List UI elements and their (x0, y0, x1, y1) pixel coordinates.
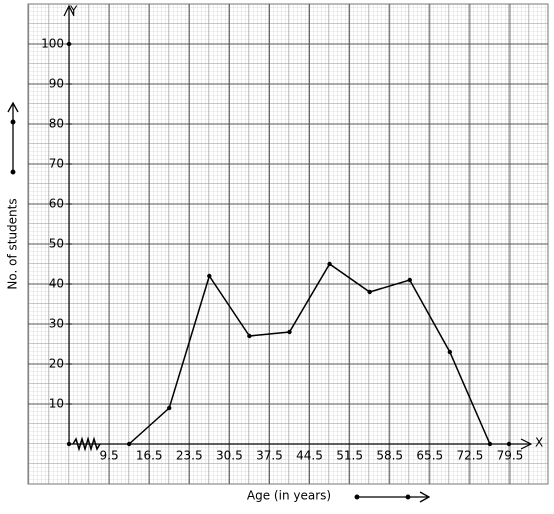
axis-dot (506, 441, 512, 447)
data-point (207, 273, 212, 279)
y-tick-label: 40 (49, 277, 64, 291)
data-point (287, 329, 292, 335)
x-tick-label: 65.5 (416, 449, 443, 463)
x-tick-label: 51.5 (336, 449, 363, 463)
x-axis-label: Age (in years) (247, 489, 331, 503)
x-tick-label: 72.5 (457, 449, 484, 463)
data-point (247, 333, 252, 339)
y-arrow (63, 4, 75, 17)
data-point (327, 261, 332, 267)
x-axis-name: X (535, 436, 543, 450)
x-tick-label: 16.5 (136, 449, 163, 463)
x-tick-label: 58.5 (376, 449, 403, 463)
data-point (407, 277, 412, 283)
y-tick-label: 50 (49, 237, 64, 251)
axis-break (72, 436, 101, 452)
y-tick-label: 30 (49, 317, 64, 331)
y-tick-label: 90 (49, 77, 64, 91)
data-point (126, 441, 132, 447)
data-point (167, 405, 172, 411)
data-point (447, 349, 453, 355)
y-axis-label: No. of students (6, 198, 20, 289)
origin-dot (66, 441, 72, 447)
decor-arrows (7, 101, 431, 503)
x-tick-label: 23.5 (176, 449, 203, 463)
y-tick-label: 20 (49, 357, 64, 371)
plot-area (28, 4, 548, 484)
y-tick-label: 70 (49, 157, 64, 171)
y-tick-label: 10 (49, 397, 64, 411)
x-arrow (520, 438, 533, 450)
data-line (128, 262, 491, 445)
x-tick-label: 37.5 (256, 449, 283, 463)
data-point (487, 441, 493, 447)
x-tick-label: 9.5 (100, 449, 119, 463)
x-tick-label: 30.5 (216, 449, 243, 463)
data-point (367, 289, 372, 295)
y-tick-label: 60 (49, 197, 64, 211)
y-tick-label: 80 (49, 117, 64, 131)
x-tick-label: 79.5 (497, 449, 524, 463)
y-axis-name: Y (69, 4, 78, 18)
y-tick-label: 100 (41, 37, 64, 51)
x-tick-label: 44.5 (296, 449, 323, 463)
